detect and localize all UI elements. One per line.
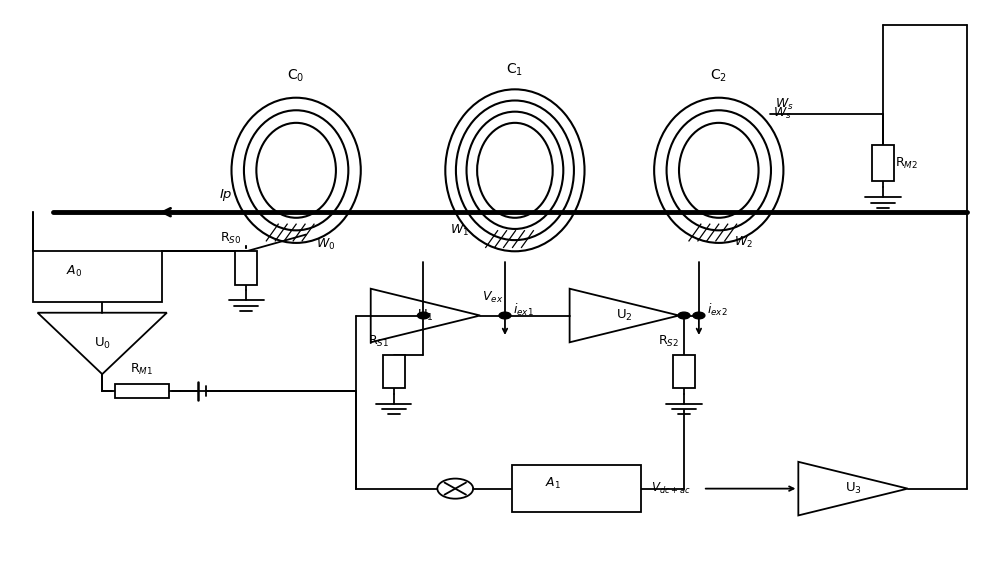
Circle shape (693, 312, 705, 319)
Text: A$_0$: A$_0$ (66, 264, 82, 279)
Text: W$_s$: W$_s$ (775, 96, 794, 112)
Text: Ip: Ip (220, 188, 232, 201)
Text: U$_2$: U$_2$ (616, 308, 633, 323)
Bar (512, 465, 641, 512)
Text: C$_1$: C$_1$ (506, 62, 523, 78)
Bar (383, 355, 405, 388)
Bar (33, 252, 162, 302)
Text: V$_{ex}$: V$_{ex}$ (482, 290, 503, 306)
Circle shape (417, 312, 429, 319)
Text: C$_2$: C$_2$ (710, 67, 727, 83)
Text: W$_s$: W$_s$ (773, 106, 792, 121)
Text: R$_{S1}$: R$_{S1}$ (368, 334, 389, 349)
Bar (115, 384, 169, 398)
Text: R$_{M2}$: R$_{M2}$ (895, 156, 918, 171)
Bar (673, 355, 695, 388)
Text: U$_0$: U$_0$ (94, 336, 111, 351)
Text: R$_{S2}$: R$_{S2}$ (658, 334, 679, 349)
Bar (872, 145, 894, 182)
Text: A$_1$: A$_1$ (545, 477, 561, 491)
Text: W$_1$: W$_1$ (450, 223, 469, 239)
Text: U$_1$: U$_1$ (417, 308, 434, 323)
Text: W$_2$: W$_2$ (734, 235, 753, 250)
Text: V$_{dc+ac}$: V$_{dc+ac}$ (651, 481, 691, 496)
Text: R$_{M1}$: R$_{M1}$ (130, 362, 154, 377)
Circle shape (499, 312, 511, 319)
Text: $i_{ex2}$: $i_{ex2}$ (707, 302, 727, 318)
Text: U$_3$: U$_3$ (845, 481, 862, 496)
Text: $i_{ex1}$: $i_{ex1}$ (513, 302, 534, 318)
Text: C$_0$: C$_0$ (287, 67, 305, 83)
Text: W$_0$: W$_0$ (316, 237, 336, 253)
Circle shape (678, 312, 690, 319)
Bar (235, 252, 257, 285)
Text: R$_{S0}$: R$_{S0}$ (220, 231, 241, 246)
